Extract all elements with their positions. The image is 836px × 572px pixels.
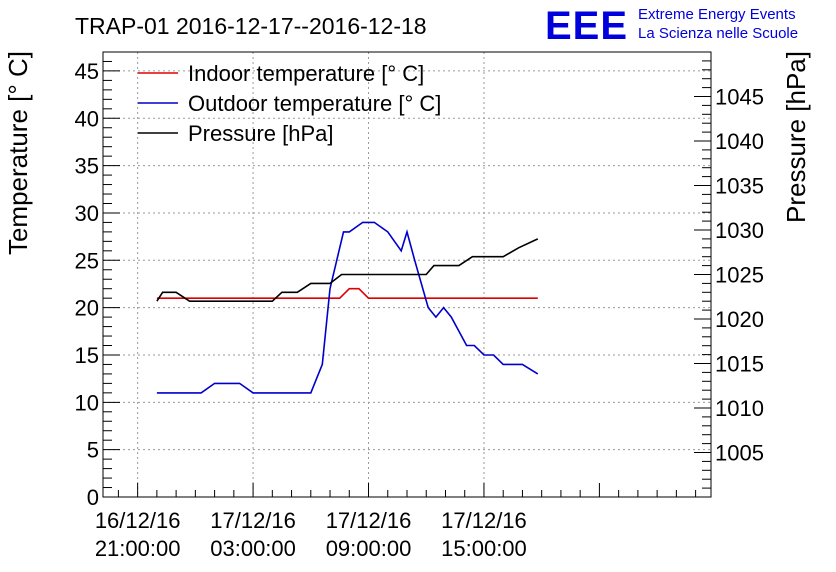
y-axis-label-right: Pressure [hPa] <box>781 51 811 223</box>
x-tick-label: 17/12/16 15:00:00 <box>441 508 527 561</box>
tick-labels: 16/12/16 21:00:00 17/12/16 03:00:00 17/12/16… <box>75 59 764 561</box>
y-tick-label-right: 1020 <box>715 307 764 332</box>
legend-label: Indoor temperature [° C] <box>188 61 424 86</box>
y-tick-label-left: 35 <box>75 154 99 179</box>
y-axis-label-left: Temperature [° C] <box>3 51 33 255</box>
x-tick-label: 16/12/16 21:00:00 <box>95 508 181 561</box>
y-tick-label-left: 5 <box>87 438 99 463</box>
series-line-outdoor <box>156 221 539 394</box>
y-tick-label-left: 15 <box>75 343 99 368</box>
y-tick-label-right: 1030 <box>715 218 764 243</box>
logo-line-2: La Scienza nelle Scuole <box>638 25 798 42</box>
x-tick-label: 17/12/16 09:00:00 <box>326 508 412 561</box>
y-tick-label-right: 1005 <box>715 441 764 466</box>
y-tick-label-right: 1010 <box>715 396 764 421</box>
legend-label: Outdoor temperature [° C] <box>188 91 441 116</box>
y-tick-label-left: 45 <box>75 59 99 84</box>
y-tick-label-right: 1045 <box>715 85 764 110</box>
y-tick-label-right: 1025 <box>715 263 764 288</box>
series-line-pressure <box>156 238 539 303</box>
y-tick-label-right: 1015 <box>715 352 764 377</box>
y-tick-label-right: 1035 <box>715 174 764 199</box>
y-tick-label-left: 40 <box>75 106 99 131</box>
series-lines <box>156 221 539 394</box>
legend: Indoor temperature [° C] Outdoor temperat… <box>138 61 441 146</box>
y-tick-label-left: 20 <box>75 296 99 321</box>
axis-ticks <box>103 51 711 498</box>
eee-logo: EEE Extreme Energy Events La Scienza nel… <box>545 4 798 48</box>
y-tick-label-left: 10 <box>75 390 99 415</box>
eee-logo-text: EEE <box>545 4 628 48</box>
y-tick-label-left: 25 <box>75 248 99 273</box>
x-tick-label: 17/12/16 03:00:00 <box>210 508 296 561</box>
grid <box>103 52 711 497</box>
y-tick-label-left: 0 <box>87 485 99 510</box>
legend-label: Pressure [hPa] <box>188 121 334 146</box>
logo-line-1: Extreme Energy Events <box>638 6 796 23</box>
y-tick-label-right: 1040 <box>715 129 764 154</box>
chart-title: TRAP-01 2016-12-17--2016-12-18 <box>75 13 427 39</box>
y-tick-label-left: 30 <box>75 201 99 226</box>
series-line-indoor <box>156 287 538 300</box>
